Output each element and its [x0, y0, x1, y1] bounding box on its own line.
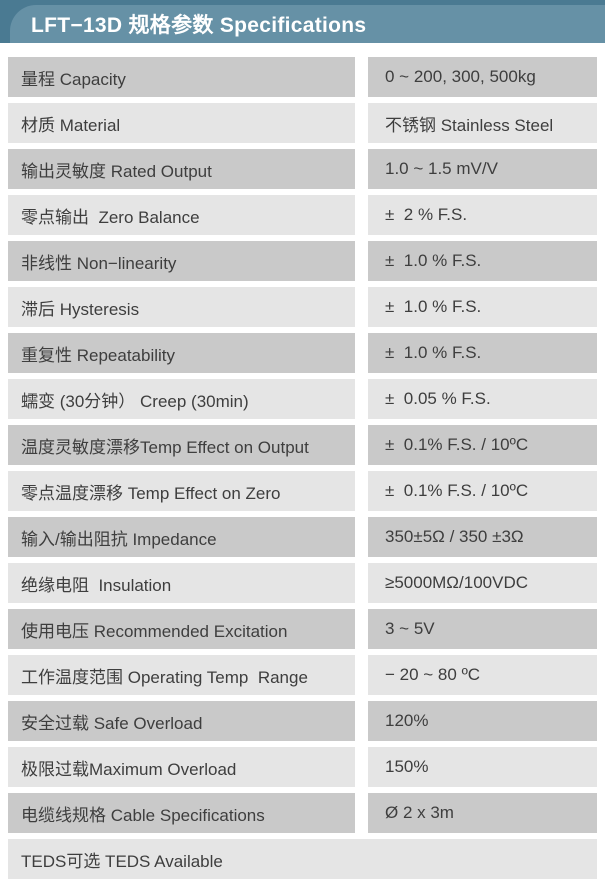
table-row: 极限过载Maximum Overload 150%	[8, 747, 597, 787]
spec-value: 1.0 ~ 1.5 mV/V	[368, 149, 597, 189]
spec-value: 3 ~ 5V	[368, 609, 597, 649]
spec-value: 120%	[368, 701, 597, 741]
spec-value: ± 1.0 % F.S.	[368, 241, 597, 281]
spec-label: 零点输出 Zero Balance	[8, 195, 355, 235]
spec-label: 安全过载 Safe Overload	[8, 701, 355, 741]
spec-label: 温度灵敏度漂移Temp Effect on Output	[8, 425, 355, 465]
spec-label: 蠕变 (30分钟） Creep (30min)	[8, 379, 355, 419]
table-row: 输出灵敏度 Rated Output 1.0 ~ 1.5 mV/V	[8, 149, 597, 189]
table-row: 非线性 Non−linearity ± 1.0 % F.S.	[8, 241, 597, 281]
spec-label: 输入/输出阻抗 Impedance	[8, 517, 355, 557]
spec-value: 不锈钢 Stainless Steel	[368, 103, 597, 143]
table-row: 温度灵敏度漂移Temp Effect on Output ± 0.1% F.S.…	[8, 425, 597, 465]
spec-label: 绝缘电阻 Insulation	[8, 563, 355, 603]
spec-label: 滞后 Hysteresis	[8, 287, 355, 327]
spec-value: Ø 2 x 3m	[368, 793, 597, 833]
spec-label: TEDS可选 TEDS Available	[8, 839, 597, 879]
spec-value: ± 2 % F.S.	[368, 195, 597, 235]
header-band: LFT−13D 规格参数 Specifications	[10, 5, 605, 43]
spec-value: ≥5000MΩ/100VDC	[368, 563, 597, 603]
table-row: 蠕变 (30分钟） Creep (30min) ± 0.05 % F.S.	[8, 379, 597, 419]
spec-label: 使用电压 Recommended Excitation	[8, 609, 355, 649]
spec-label: 非线性 Non−linearity	[8, 241, 355, 281]
spec-label: 极限过载Maximum Overload	[8, 747, 355, 787]
table-row: 滞后 Hysteresis ± 1.0 % F.S.	[8, 287, 597, 327]
spec-value: ± 1.0 % F.S.	[368, 287, 597, 327]
table-row: 输入/输出阻抗 Impedance 350±5Ω / 350 ±3Ω	[8, 517, 597, 557]
spec-label: 工作温度范围 Operating Temp Range	[8, 655, 355, 695]
table-row: 重复性 Repeatability ± 1.0 % F.S.	[8, 333, 597, 373]
table-row: 零点输出 Zero Balance ± 2 % F.S.	[8, 195, 597, 235]
spec-value: ± 0.05 % F.S.	[368, 379, 597, 419]
spec-value: ± 0.1% F.S. / 10ºC	[368, 471, 597, 511]
spec-label: 零点温度漂移 Temp Effect on Zero	[8, 471, 355, 511]
table-row: 绝缘电阻 Insulation ≥5000MΩ/100VDC	[8, 563, 597, 603]
spec-value: ± 1.0 % F.S.	[368, 333, 597, 373]
header-bar: LFT−13D 规格参数 Specifications	[0, 0, 605, 43]
table-row: 材质 Material 不锈钢 Stainless Steel	[8, 103, 597, 143]
spec-table: 量程 Capacity 0 ~ 200, 300, 500kg 材质 Mater…	[0, 57, 605, 879]
spec-value: − 20 ~ 80 ºC	[368, 655, 597, 695]
spec-label: 材质 Material	[8, 103, 355, 143]
table-row: TEDS可选 TEDS Available	[8, 839, 597, 879]
spec-value: 350±5Ω / 350 ±3Ω	[368, 517, 597, 557]
spec-label: 输出灵敏度 Rated Output	[8, 149, 355, 189]
spec-value: 150%	[368, 747, 597, 787]
table-row: 零点温度漂移 Temp Effect on Zero ± 0.1% F.S. /…	[8, 471, 597, 511]
table-row: 电缆线规格 Cable Specifications Ø 2 x 3m	[8, 793, 597, 833]
spec-label: 重复性 Repeatability	[8, 333, 355, 373]
page-title: LFT−13D 规格参数 Specifications	[31, 14, 367, 37]
table-row: 量程 Capacity 0 ~ 200, 300, 500kg	[8, 57, 597, 97]
spec-label: 电缆线规格 Cable Specifications	[8, 793, 355, 833]
table-row: 使用电压 Recommended Excitation 3 ~ 5V	[8, 609, 597, 649]
spec-value: 0 ~ 200, 300, 500kg	[368, 57, 597, 97]
table-row: 安全过载 Safe Overload 120%	[8, 701, 597, 741]
spec-label: 量程 Capacity	[8, 57, 355, 97]
spec-value: ± 0.1% F.S. / 10ºC	[368, 425, 597, 465]
table-row: 工作温度范围 Operating Temp Range − 20 ~ 80 ºC	[8, 655, 597, 695]
